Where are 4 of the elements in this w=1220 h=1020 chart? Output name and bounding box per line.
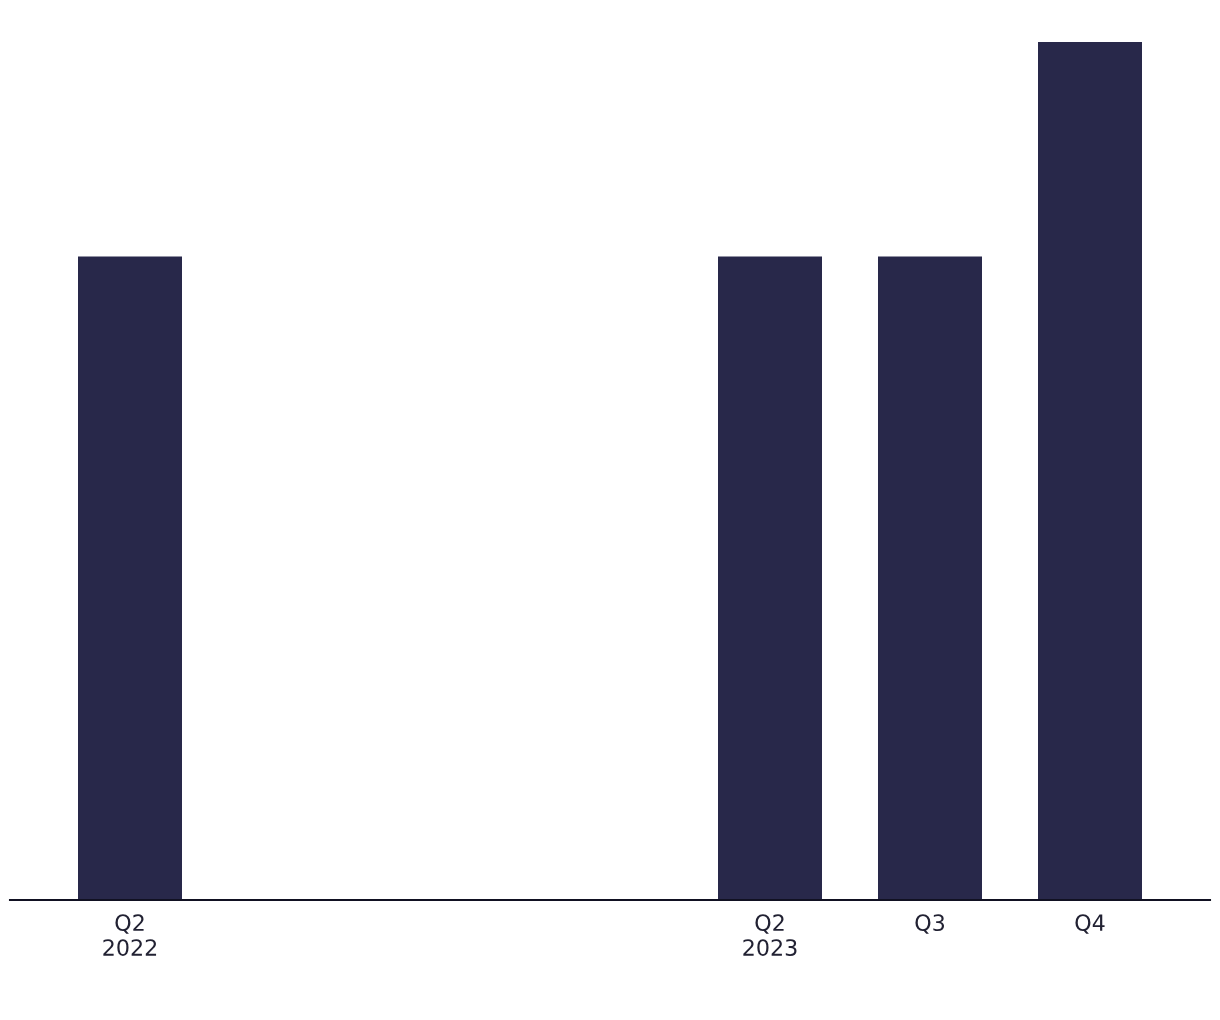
x-tick-label: Q3 — [915, 914, 945, 934]
x-tick-label: Q2 2023 — [743, 914, 797, 956]
x-tick-label: Q4 — [1075, 914, 1105, 934]
x-tick-label: Q2 2022 — [103, 914, 157, 956]
